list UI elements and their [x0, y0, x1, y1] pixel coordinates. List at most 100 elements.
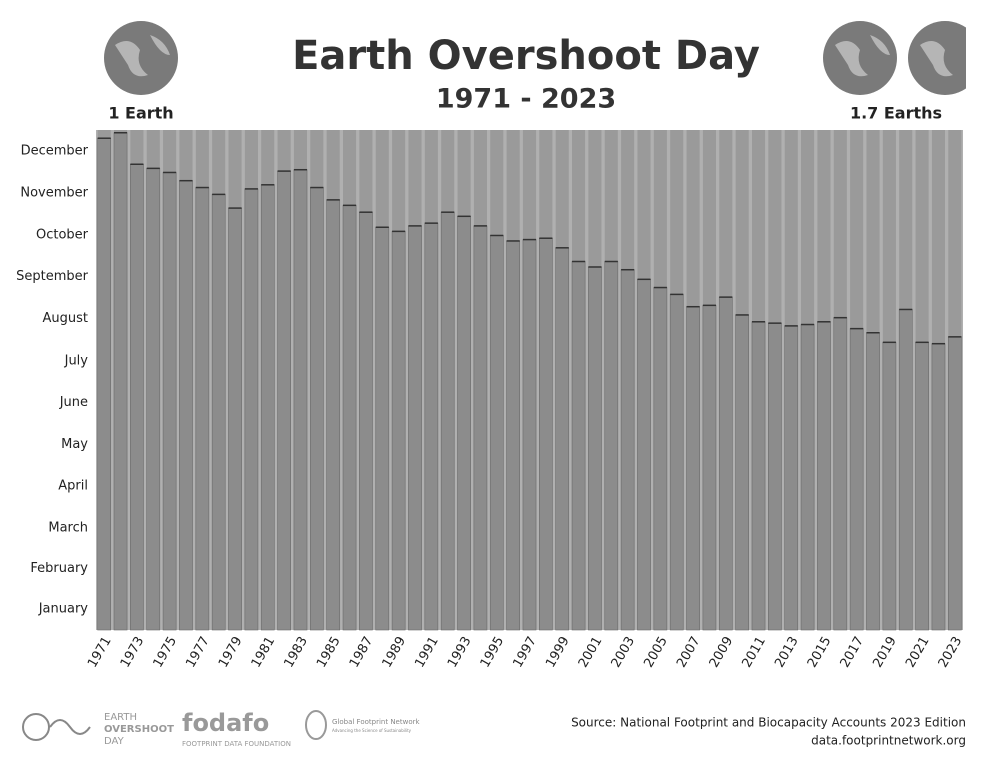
year-column-rest [359, 130, 373, 213]
year-column-rest [899, 130, 913, 310]
bar [326, 199, 341, 631]
bar [195, 187, 210, 631]
y-tick-label: January [38, 601, 89, 616]
year-column-rest [146, 130, 160, 169]
year-column-rest [931, 130, 946, 344]
bar [375, 226, 390, 631]
bar [768, 322, 782, 631]
x-tick-label: 2015 [805, 634, 835, 670]
bar [424, 222, 439, 631]
bar [882, 342, 897, 631]
logo-text: DAY [104, 736, 125, 747]
y-tick-label: July [64, 353, 89, 368]
y-tick-label: April [58, 479, 88, 494]
year-column-rest [653, 130, 667, 288]
bar [211, 194, 226, 631]
y-tick-label: September [16, 269, 89, 284]
year-column-rest [719, 130, 733, 298]
x-tick-label: 2011 [739, 634, 769, 670]
y-tick-label: November [20, 186, 88, 201]
year-column-rest [833, 130, 847, 318]
bar [718, 296, 733, 631]
year-column-rest [882, 130, 896, 343]
year-column-rest [751, 130, 766, 322]
x-tick-label: 2007 [674, 634, 704, 670]
bar [473, 225, 488, 631]
bar [440, 211, 455, 631]
year-column-rest [113, 130, 128, 133]
year-column-rest [457, 130, 471, 217]
logo-text: FOOTPRINT DATA FOUNDATION [182, 740, 291, 748]
bar [359, 211, 373, 631]
bar [637, 279, 651, 631]
bar [309, 187, 324, 631]
x-tick-label: 1975 [151, 634, 181, 670]
x-tick-label: 2021 [903, 634, 933, 670]
year-column-rest [310, 130, 324, 188]
bar [604, 261, 619, 631]
year-column-rest [506, 130, 520, 241]
bar [588, 266, 602, 631]
logo-text: Global Footprint Network [332, 718, 420, 726]
year-column-rest [801, 130, 815, 325]
y-tick-label: June [59, 395, 88, 410]
y-tick-label: August [43, 311, 89, 326]
bar [898, 309, 913, 631]
x-tick-label: 2019 [870, 634, 900, 670]
bar [735, 314, 750, 631]
annotation: 1 Earth [108, 104, 173, 123]
year-column-rest [588, 130, 602, 267]
x-tick-label: 2013 [772, 634, 802, 670]
x-tick-label: 2003 [609, 634, 639, 670]
year-column-rest [621, 130, 635, 270]
bar [260, 184, 275, 631]
x-tick-label: 2001 [576, 634, 606, 670]
x-tick-label: 1999 [543, 634, 573, 670]
y-tick-label: October [36, 227, 89, 242]
chart-subtitle: 1971 - 2023 [436, 84, 616, 115]
y-tick-label: May [61, 437, 88, 452]
logo-text: Advancing the Science of Sustainability [332, 728, 412, 733]
bar [522, 239, 537, 631]
logo-text: OVERSHOOT [104, 724, 174, 735]
logo-text: fodafo [182, 709, 269, 737]
bar [342, 205, 357, 631]
year-column-rest [343, 130, 357, 206]
x-tick-label: 1989 [380, 634, 410, 670]
year-column-rest [130, 130, 144, 165]
source: Source: National Footprint and Biocapaci… [571, 716, 966, 730]
y-tick-label: December [21, 144, 89, 159]
year-column-rest [784, 130, 798, 326]
x-tick-label: 1973 [118, 634, 148, 670]
x-tick-label: 1983 [281, 634, 311, 670]
source: data.footprintnetwork.org [811, 734, 966, 748]
year-column-rest [522, 130, 537, 240]
bar [244, 188, 259, 631]
bar [489, 235, 504, 631]
x-tick-label: 1981 [249, 634, 279, 670]
year-column-rest [850, 130, 864, 329]
year-column-rest [473, 130, 487, 226]
year-column-rest [179, 130, 193, 181]
bar [408, 225, 422, 631]
year-column-rest [261, 130, 275, 185]
year-column-rest [441, 130, 455, 213]
year-column-rest [97, 130, 111, 139]
year-column-rest [490, 130, 504, 236]
year-column-rest [555, 130, 569, 248]
bar [702, 305, 717, 631]
bar [866, 332, 880, 631]
year-column-rest [686, 130, 700, 307]
year-column-rest [408, 130, 422, 226]
x-tick-label: 1991 [412, 634, 442, 670]
bar [620, 269, 635, 631]
year-column-rest [326, 130, 340, 200]
bar [130, 163, 144, 631]
bar [751, 321, 766, 631]
year-column-rest [163, 130, 177, 173]
year-column-rest [604, 130, 618, 262]
logos: EARTH OVERSHOOT DAY fodafo FOOTPRINT DAT… [22, 709, 420, 748]
bar [571, 261, 586, 631]
bar [915, 342, 929, 631]
globes [104, 15, 992, 105]
